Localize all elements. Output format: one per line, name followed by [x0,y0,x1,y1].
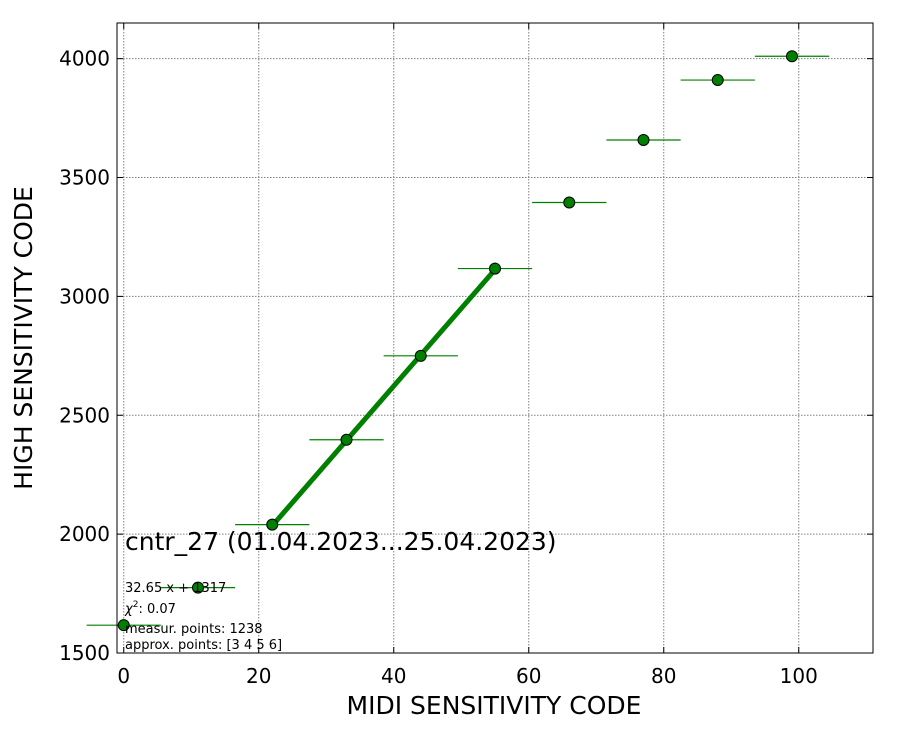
data-point [192,581,204,594]
chart-title-annotation: cntr_27 (01.04.2023...25.04.2023) [125,527,557,556]
x-tick-label: 0 [117,664,130,688]
y-tick-label: 2500 [59,403,110,427]
x-tick-label: 20 [246,664,271,688]
y-tick-label: 1500 [59,641,110,665]
data-point [117,619,130,632]
grid [117,23,873,654]
y-tick-label: 3000 [59,284,110,308]
data-point [340,433,353,446]
ticks [117,23,873,654]
measur-points-annotation: measur. points: 1238 [125,622,263,637]
x-tick-label: 40 [381,664,406,688]
data-point [637,133,650,146]
y-tick-label: 4000 [59,47,110,71]
data-point [414,349,427,362]
x-tick-label: 100 [780,664,818,688]
x-tick-label: 80 [651,664,676,688]
approx-points-annotation: approx. points: [3 4 5 6] [125,638,282,653]
y-tick-labels: 1500 2000 2500 3000 3500 4000 [59,47,110,665]
data-point [786,50,798,63]
x-tick-label: 60 [516,664,541,688]
chi2-annotation: χ2: 0.07 [124,600,176,617]
fit-line-group [270,267,497,528]
y-axis-label: HIGH SENSITIVITY CODE [9,186,38,490]
data-point [711,74,724,87]
plot-frame [116,22,874,654]
x-axis-label: MIDI SENSITIVITY CODE [347,691,642,720]
data-point [489,262,501,275]
data-points [117,50,798,632]
y-tick-label: 2000 [59,522,110,546]
fit-equation-annotation: 32.65 x + 1317 [125,581,226,596]
y-tick-label: 3500 [59,166,110,190]
data-point [266,518,279,531]
data-point [563,196,576,209]
x-tick-labels: 0 20 40 60 80 100 [117,664,817,688]
fit-line [270,267,497,528]
